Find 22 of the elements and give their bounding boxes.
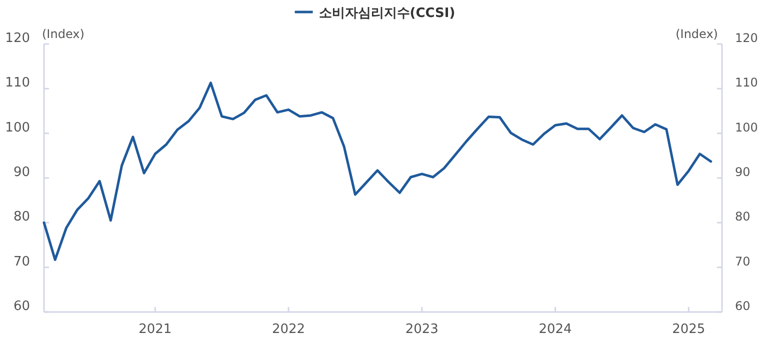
x-tick-label: 2023 <box>405 322 438 337</box>
y2-tick-label: 100 <box>735 120 758 134</box>
y-tick-label: 60 <box>13 299 30 314</box>
y2-tick-label: 120 <box>735 31 758 45</box>
x-tick-label: 2022 <box>272 322 306 337</box>
y-axis-title: (Index) <box>42 27 84 41</box>
y2-tick-label: 110 <box>735 76 758 90</box>
y-tick-label: 80 <box>13 210 30 225</box>
y-tick-label: 110 <box>5 76 30 91</box>
x-tick-label: 2025 <box>672 322 706 337</box>
y-tick-label: 90 <box>13 165 30 180</box>
y2-tick-label: 60 <box>735 299 750 313</box>
y2-axis-title: (Index) <box>676 27 718 41</box>
y2-tick-label: 90 <box>735 165 750 179</box>
y-tick-label: 70 <box>13 254 30 270</box>
y-tick-label: 100 <box>5 120 30 136</box>
x-tick-label: 2021 <box>138 322 172 337</box>
y-tick-label: 120 <box>5 31 30 46</box>
y2-tick-label: 80 <box>735 210 750 224</box>
legend: 소비자심리지수(CCSI) <box>294 6 456 21</box>
y2-tick-label: 70 <box>735 254 750 268</box>
x-tick-label: 2024 <box>538 322 572 337</box>
